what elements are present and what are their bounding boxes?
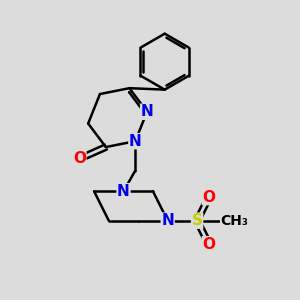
Text: S: S xyxy=(192,213,203,228)
Text: N: N xyxy=(141,104,153,119)
Text: N: N xyxy=(117,184,130,199)
Text: O: O xyxy=(73,151,86,166)
Text: CH₃: CH₃ xyxy=(221,214,248,228)
Text: O: O xyxy=(202,237,215,252)
Text: N: N xyxy=(129,134,142,149)
Text: N: N xyxy=(161,213,174,228)
Text: O: O xyxy=(202,190,215,205)
